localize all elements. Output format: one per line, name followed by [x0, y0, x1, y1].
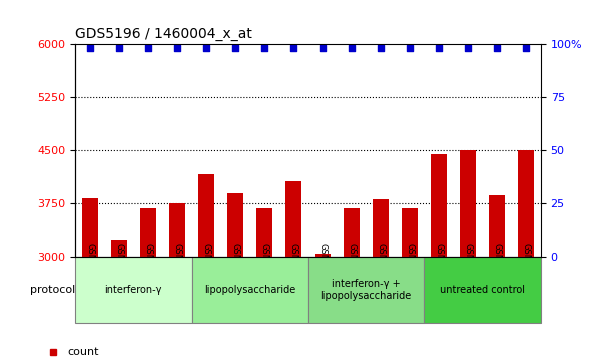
Point: [172, 45, 182, 51]
Point: [463, 45, 473, 51]
FancyBboxPatch shape: [221, 257, 250, 285]
FancyBboxPatch shape: [162, 257, 192, 285]
FancyBboxPatch shape: [308, 257, 424, 323]
FancyBboxPatch shape: [366, 257, 395, 285]
Text: GSM1304848: GSM1304848: [318, 242, 327, 299]
FancyBboxPatch shape: [192, 257, 308, 323]
Point: [288, 45, 298, 51]
Point: [405, 45, 415, 51]
FancyBboxPatch shape: [133, 257, 162, 285]
Legend: count, percentile rank within the sample: count, percentile rank within the sample: [43, 343, 260, 363]
FancyBboxPatch shape: [395, 257, 424, 285]
FancyBboxPatch shape: [337, 257, 366, 285]
Text: GSM1304849: GSM1304849: [347, 243, 356, 299]
FancyBboxPatch shape: [424, 257, 454, 285]
Bar: [198, 174, 214, 257]
Text: GSM1304846: GSM1304846: [260, 242, 269, 299]
Text: GSM1304844: GSM1304844: [201, 243, 210, 299]
Bar: [489, 195, 505, 257]
FancyBboxPatch shape: [75, 257, 192, 323]
Text: interferon-γ: interferon-γ: [105, 285, 162, 295]
Text: GSM1304842: GSM1304842: [144, 243, 153, 299]
Bar: [314, 254, 331, 257]
Point: [318, 45, 328, 51]
FancyBboxPatch shape: [192, 257, 221, 285]
Text: GSM1304838: GSM1304838: [493, 242, 502, 299]
Bar: [227, 193, 243, 257]
Text: GDS5196 / 1460004_x_at: GDS5196 / 1460004_x_at: [75, 27, 252, 41]
FancyBboxPatch shape: [483, 257, 512, 285]
Bar: [285, 181, 302, 257]
Text: GSM1304837: GSM1304837: [463, 242, 472, 299]
FancyBboxPatch shape: [512, 257, 541, 285]
Point: [201, 45, 211, 51]
Bar: [140, 208, 156, 257]
Bar: [518, 150, 534, 257]
Point: [347, 45, 356, 51]
Point: [260, 45, 269, 51]
Text: GSM1304845: GSM1304845: [231, 243, 240, 299]
Point: [522, 45, 531, 51]
Bar: [111, 240, 127, 257]
Text: protocol: protocol: [30, 285, 75, 295]
Text: lipopolysaccharide: lipopolysaccharide: [204, 285, 296, 295]
Bar: [460, 150, 476, 257]
Text: GSM1304851: GSM1304851: [406, 243, 415, 299]
Bar: [402, 208, 418, 257]
Point: [143, 45, 153, 51]
Point: [492, 45, 502, 51]
Point: [114, 45, 124, 51]
Text: interferon-γ +
lipopolysaccharide: interferon-γ + lipopolysaccharide: [320, 279, 412, 301]
Bar: [344, 208, 359, 257]
Text: GSM1304847: GSM1304847: [289, 242, 298, 299]
FancyBboxPatch shape: [250, 257, 279, 285]
FancyBboxPatch shape: [454, 257, 483, 285]
Point: [230, 45, 240, 51]
Text: GSM1304841: GSM1304841: [114, 243, 123, 299]
Bar: [169, 203, 185, 257]
Bar: [431, 154, 447, 257]
FancyBboxPatch shape: [424, 257, 541, 323]
FancyBboxPatch shape: [308, 257, 337, 285]
Point: [376, 45, 386, 51]
FancyBboxPatch shape: [104, 257, 133, 285]
Text: GSM1304850: GSM1304850: [376, 243, 385, 299]
Bar: [257, 208, 272, 257]
FancyBboxPatch shape: [75, 257, 104, 285]
Text: GSM1304840: GSM1304840: [85, 243, 94, 299]
Text: untreated control: untreated control: [440, 285, 525, 295]
Text: GSM1304836: GSM1304836: [435, 242, 444, 299]
Point: [434, 45, 444, 51]
Point: [85, 45, 94, 51]
Text: GSM1304843: GSM1304843: [172, 242, 182, 299]
Text: GSM1304839: GSM1304839: [522, 242, 531, 299]
FancyBboxPatch shape: [279, 257, 308, 285]
Bar: [373, 199, 389, 257]
Bar: [82, 198, 98, 257]
